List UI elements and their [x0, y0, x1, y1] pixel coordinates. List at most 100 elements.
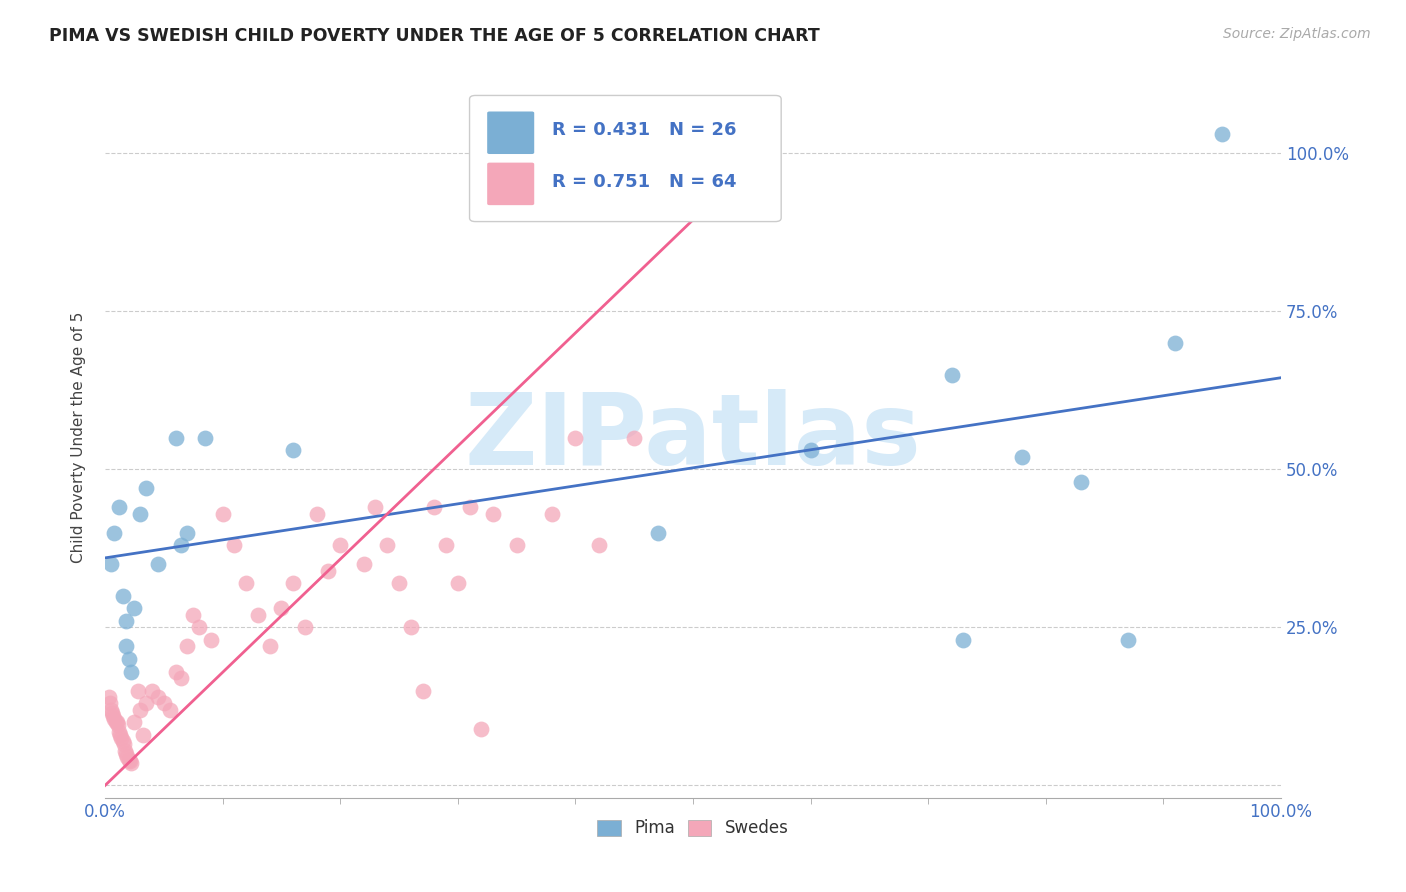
Point [1211, 128, 1233, 142]
Point [200, 633, 222, 648]
Text: ZIPatlas: ZIPatlas [464, 389, 921, 486]
Text: N = 26: N = 26 [669, 121, 737, 139]
Point [159, 703, 181, 717]
Point [447, 576, 470, 591]
Legend: Pima, Swedes: Pima, Swedes [591, 813, 796, 844]
Point [399, 620, 422, 634]
Point [120, 756, 142, 771]
Point [170, 671, 193, 685]
Point [176, 640, 198, 654]
Point [470, 722, 492, 736]
Point [108, 724, 131, 739]
Point [141, 683, 163, 698]
Point [1116, 633, 1139, 648]
Point [305, 507, 328, 521]
Point [246, 607, 269, 622]
Point [135, 696, 157, 710]
FancyBboxPatch shape [488, 112, 534, 154]
Point [588, 538, 610, 552]
Point [682, 134, 704, 148]
Point [146, 690, 169, 704]
Point [224, 538, 246, 552]
Point [281, 443, 304, 458]
Point [129, 507, 152, 521]
Point [103, 525, 125, 540]
Point [647, 525, 669, 540]
Point [135, 481, 157, 495]
Point [411, 683, 433, 698]
Point [124, 715, 146, 730]
Point [101, 706, 124, 720]
Point [103, 709, 125, 723]
Point [165, 665, 187, 679]
Point [165, 431, 187, 445]
Text: Source: ZipAtlas.com: Source: ZipAtlas.com [1223, 27, 1371, 41]
Point [115, 614, 138, 628]
Text: N = 64: N = 64 [669, 173, 737, 191]
Point [111, 589, 134, 603]
Text: R = 0.751: R = 0.751 [553, 173, 650, 191]
Point [115, 640, 138, 654]
Point [541, 507, 564, 521]
Point [181, 607, 204, 622]
FancyBboxPatch shape [470, 95, 782, 221]
Y-axis label: Child Poverty Under the Age of 5: Child Poverty Under the Age of 5 [72, 312, 86, 564]
Point [152, 696, 174, 710]
Point [941, 368, 963, 382]
Point [110, 731, 132, 745]
Point [259, 640, 281, 654]
Point [1011, 450, 1033, 464]
Point [364, 500, 387, 515]
Point [1070, 475, 1092, 489]
Point [105, 715, 128, 730]
Point [117, 750, 139, 764]
Point [800, 443, 823, 458]
Point [112, 738, 135, 752]
Point [117, 753, 139, 767]
Point [505, 538, 527, 552]
Point [103, 712, 125, 726]
FancyBboxPatch shape [488, 162, 534, 205]
Point [318, 564, 340, 578]
Point [117, 652, 139, 666]
Point [110, 728, 132, 742]
Point [114, 744, 136, 758]
Point [1164, 335, 1187, 350]
Point [129, 703, 152, 717]
Point [170, 538, 193, 552]
Point [97, 690, 120, 704]
Point [434, 538, 457, 552]
Point [458, 500, 481, 515]
Point [281, 576, 304, 591]
Point [353, 558, 375, 572]
Point [952, 633, 974, 648]
Point [120, 665, 142, 679]
Text: PIMA VS SWEDISH CHILD POVERTY UNDER THE AGE OF 5 CORRELATION CHART: PIMA VS SWEDISH CHILD POVERTY UNDER THE … [49, 27, 820, 45]
Point [329, 538, 352, 552]
Point [211, 507, 233, 521]
Point [482, 507, 505, 521]
Point [188, 620, 211, 634]
Point [564, 431, 586, 445]
Point [98, 696, 121, 710]
Point [176, 525, 198, 540]
Point [118, 755, 141, 769]
Point [388, 576, 411, 591]
Point [270, 601, 292, 615]
Point [115, 747, 138, 761]
Point [107, 718, 129, 732]
Point [131, 728, 153, 742]
Point [375, 538, 398, 552]
Point [108, 500, 131, 515]
Point [124, 601, 146, 615]
Point [235, 576, 257, 591]
Point [100, 558, 122, 572]
Point [623, 431, 645, 445]
Text: R = 0.431: R = 0.431 [553, 121, 650, 139]
Point [423, 500, 446, 515]
Point [194, 431, 217, 445]
Point [104, 715, 127, 730]
Point [146, 558, 169, 572]
Point [127, 683, 149, 698]
Point [111, 734, 134, 748]
